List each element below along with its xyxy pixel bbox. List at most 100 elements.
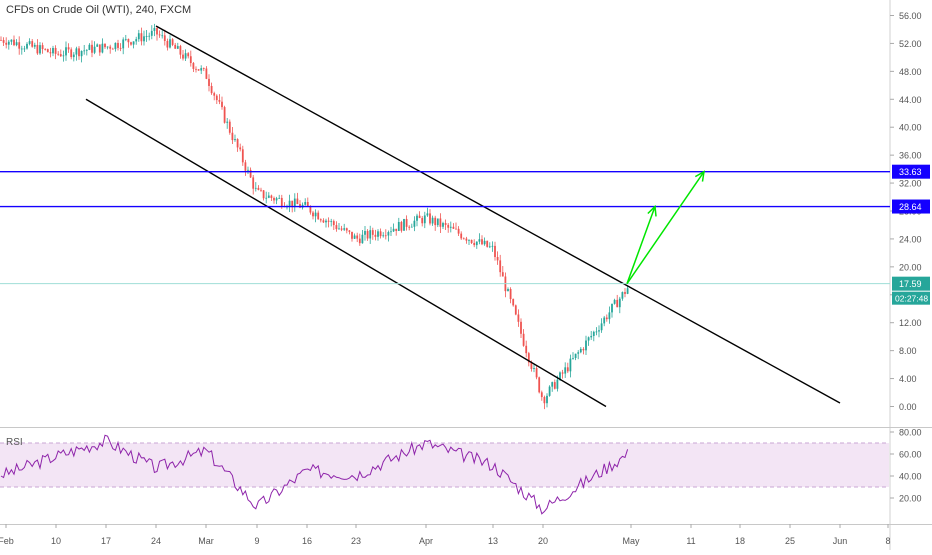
candle [579, 347, 582, 354]
candle [36, 39, 39, 55]
candle [265, 191, 268, 204]
candle-body [65, 47, 67, 56]
candle-body [130, 42, 132, 45]
candle-body [148, 35, 151, 37]
countdown-label: 02:27:48 [895, 294, 928, 304]
candle [353, 233, 356, 239]
candle-body [387, 232, 390, 236]
candle [585, 335, 587, 355]
candle-body [621, 292, 624, 299]
candle-body [278, 197, 281, 199]
candle [488, 242, 491, 249]
candle-body [473, 242, 476, 246]
candle-body [561, 372, 564, 374]
candle-body [85, 49, 88, 51]
candle-body [132, 41, 135, 45]
candle [52, 45, 54, 57]
candle-body [564, 367, 567, 374]
candle-body [611, 303, 613, 313]
candle [23, 45, 26, 53]
time-axis-tick-label: 9 [254, 536, 259, 546]
candle [187, 52, 190, 59]
candle [260, 187, 262, 192]
candle-body [452, 226, 455, 229]
price-axis-tick-label: 0.00 [899, 402, 917, 412]
candle [213, 91, 216, 101]
candle-body [124, 38, 127, 40]
candle-body [605, 317, 608, 320]
candle-body [91, 44, 93, 53]
candle [582, 347, 585, 355]
candle-body [117, 42, 119, 48]
candle [156, 27, 158, 41]
candle-body [33, 44, 36, 47]
candle-body [236, 139, 239, 148]
candle [486, 240, 489, 248]
candle [41, 42, 44, 54]
candle-body [31, 41, 34, 47]
candle-body [626, 288, 629, 294]
candle-body [67, 47, 70, 50]
candle [384, 229, 387, 240]
candle-body [374, 234, 377, 237]
candle [80, 50, 83, 63]
candle-body [566, 367, 569, 372]
candle-body [26, 43, 28, 49]
candle-body [119, 47, 122, 49]
candle [231, 126, 234, 144]
candle-body [114, 42, 117, 50]
price-axis-tick-label: 20.00 [899, 262, 922, 272]
candle [392, 223, 395, 232]
candle [418, 211, 421, 219]
candle [148, 32, 151, 41]
time-axis-tick-label: 10 [51, 536, 61, 546]
candle [551, 381, 554, 392]
candle [429, 209, 431, 226]
candle [234, 134, 236, 142]
candle-body [239, 147, 242, 150]
candle-body [392, 228, 395, 232]
candle [275, 196, 278, 205]
projection-arrow [626, 170, 705, 285]
rsi-axis-tick-label: 40.00 [899, 472, 922, 482]
candle-body [624, 292, 626, 294]
candle [278, 194, 281, 199]
rsi-indicator-label: RSI [6, 437, 23, 448]
candle-body [234, 139, 236, 141]
candle-body [343, 228, 346, 230]
candle-body [273, 197, 275, 201]
candle-body [171, 39, 174, 45]
candle [595, 327, 598, 336]
candle [117, 39, 119, 51]
candle-body [327, 220, 330, 222]
candle [171, 38, 174, 47]
projection-arrow-head [694, 170, 705, 182]
candle [501, 266, 504, 277]
time-axis-tick-label: 20 [538, 536, 548, 546]
candle-body [221, 101, 223, 108]
candle-body [608, 312, 611, 320]
candle [444, 219, 447, 231]
candle [67, 43, 70, 53]
time-axis-tick-label: Jun [833, 536, 848, 546]
candle-body [546, 395, 548, 404]
candle-body [166, 40, 169, 48]
candle-body [176, 46, 179, 49]
candle-body [187, 53, 190, 57]
candle [317, 210, 320, 220]
candle-body [98, 44, 101, 53]
time-axis-tick-label: 25 [785, 536, 795, 546]
candle [468, 239, 470, 245]
candle [202, 67, 205, 72]
candle [7, 39, 10, 50]
candle-body [543, 397, 546, 404]
candle [205, 66, 208, 80]
candle-body [197, 69, 200, 71]
candle [241, 145, 244, 166]
candle-body [267, 195, 270, 198]
candle-body [431, 217, 434, 224]
candle [410, 223, 413, 228]
candle [457, 226, 460, 236]
candle-body [613, 299, 616, 304]
